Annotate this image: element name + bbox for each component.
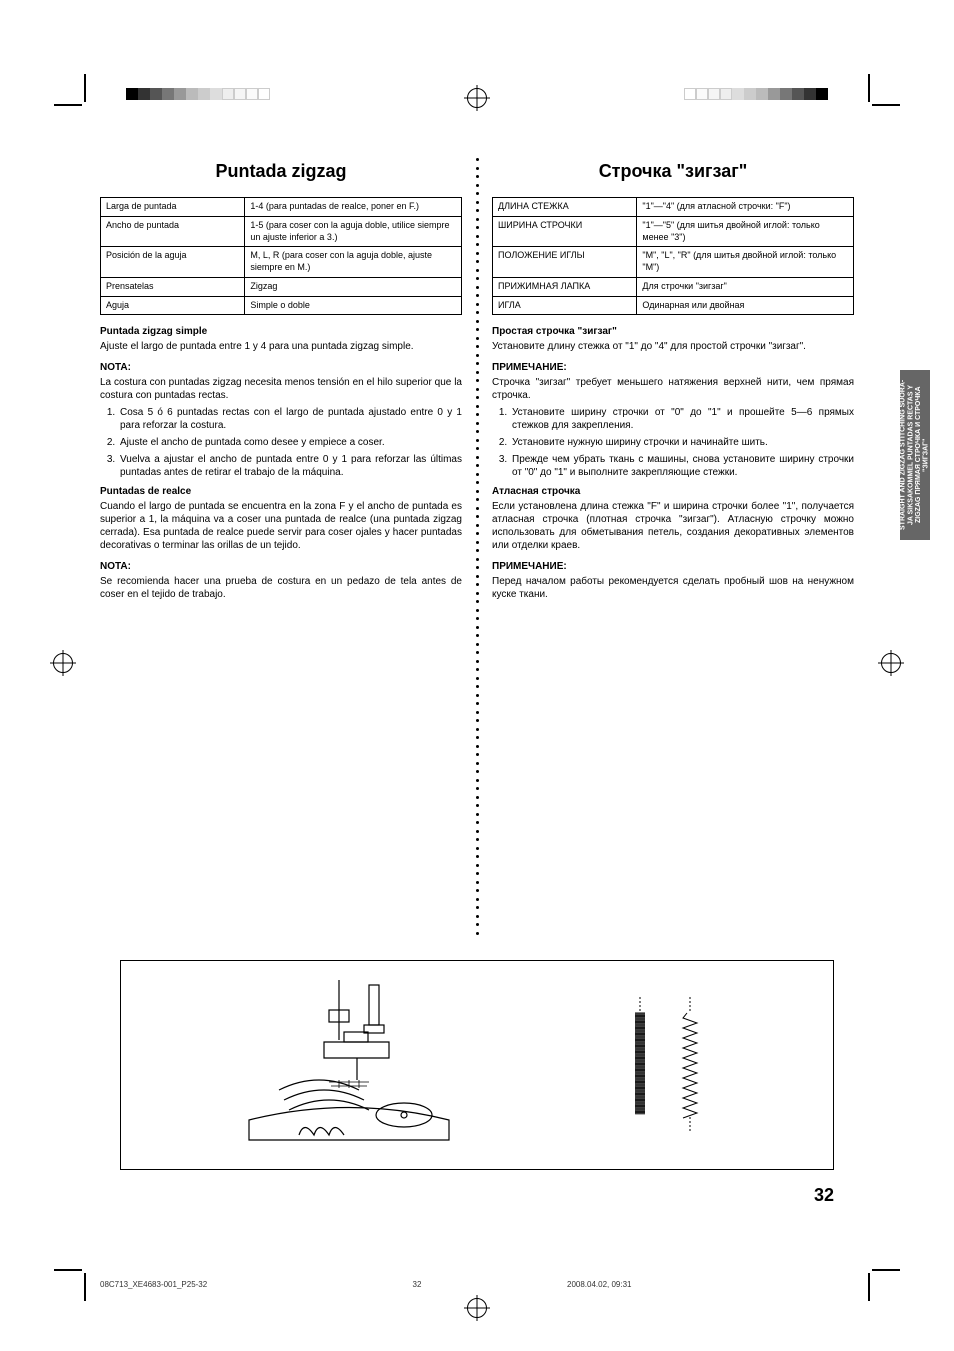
footer-right: 2008.04.02, 09:31 bbox=[447, 1280, 854, 1289]
right-title: Строчка "зигзаг" bbox=[492, 160, 854, 183]
table-cell: Одинарная или двойная bbox=[637, 296, 854, 315]
step-item: Cosa 5 ó 6 puntadas rectas con el largo … bbox=[118, 406, 462, 432]
left-title: Puntada zigzag bbox=[100, 160, 462, 183]
left-sub2: Puntadas de realce bbox=[100, 485, 462, 498]
table-cell: ДЛИНА СТЕЖКА bbox=[493, 198, 637, 217]
right-column: Строчка "зигзаг" ДЛИНА СТЕЖКА"1"—"4" (дл… bbox=[492, 160, 854, 605]
table-cell: "M", "L", "R" (для шитья двойной иглой: … bbox=[637, 247, 854, 277]
table-cell: Ancho de puntada bbox=[101, 217, 245, 247]
table-cell: ШИРИНА СТРОЧКИ bbox=[493, 217, 637, 247]
illustration-box bbox=[120, 960, 834, 1170]
right-note2: Перед началом работы рекомендуется сдела… bbox=[492, 575, 854, 601]
left-column: Puntada zigzag Larga de puntada1-4 (para… bbox=[100, 160, 462, 605]
stitch-samples-illustration bbox=[605, 985, 725, 1145]
right-steps: Установите ширину строчки от "0" до "1" … bbox=[492, 406, 854, 479]
table-cell: "1"—"4" (для атласной строчки: "F") bbox=[637, 198, 854, 217]
step-item: Vuelva a ajustar el ancho de puntada ent… bbox=[118, 453, 462, 479]
table-cell: ИГЛА bbox=[493, 296, 637, 315]
table-cell: ПРИЖИМНАЯ ЛАПКА bbox=[493, 277, 637, 296]
step-item: Установите нужную ширину строчки и начин… bbox=[510, 436, 854, 449]
right-p2: Если установлена длина стежка "F" и шири… bbox=[492, 500, 854, 552]
table-cell: Zigzag bbox=[245, 277, 462, 296]
left-noteh1: NOTA: bbox=[100, 361, 462, 374]
step-item: Прежде чем убрать ткань с машины, снова … bbox=[510, 453, 854, 479]
right-table: ДЛИНА СТЕЖКА"1"—"4" (для атласной строчк… bbox=[492, 197, 854, 315]
dotted-divider bbox=[476, 158, 478, 940]
left-note1: La costura con puntadas zigzag necesita … bbox=[100, 376, 462, 402]
right-sub2: Атласная строчка bbox=[492, 485, 854, 498]
side-tab: STRAIGHT AND ZIGZAG STITCHING SUORA- JA … bbox=[900, 370, 930, 540]
right-p1: Установите длину стежка от "1" до "4" дл… bbox=[492, 340, 854, 353]
left-p1: Ajuste el largo de puntada entre 1 y 4 p… bbox=[100, 340, 462, 353]
step-item: Ajuste el ancho de puntada como desee y … bbox=[118, 436, 462, 449]
table-cell: "1"—"5" (для шитья двойной иглой: только… bbox=[637, 217, 854, 247]
left-noteh2: NOTA: bbox=[100, 560, 462, 573]
table-cell: ПОЛОЖЕНИЕ ИГЛЫ bbox=[493, 247, 637, 277]
left-p2: Cuando el largo de puntada se encuentra … bbox=[100, 500, 462, 552]
left-table: Larga de puntada1-4 (para puntadas de re… bbox=[100, 197, 462, 315]
left-sub1: Puntada zigzag simple bbox=[100, 325, 462, 338]
table-cell: Simple o doble bbox=[245, 296, 462, 315]
table-cell: Prensatelas bbox=[101, 277, 245, 296]
table-cell: 1-5 (para coser con la aguja doble, util… bbox=[245, 217, 462, 247]
table-cell: 1-4 (para puntadas de realce, poner en F… bbox=[245, 198, 462, 217]
table-cell: Posición de la aguja bbox=[101, 247, 245, 277]
right-note1: Строчка "зигзаг" требует меньшего натяже… bbox=[492, 376, 854, 402]
footer: 08C713_XE4683-001_P25-32 32 2008.04.02, … bbox=[100, 1280, 854, 1289]
footer-left: 08C713_XE4683-001_P25-32 bbox=[100, 1280, 387, 1289]
left-steps: Cosa 5 ó 6 puntadas rectas con el largo … bbox=[100, 406, 462, 479]
right-noteh2: ПРИМЕЧАНИЕ: bbox=[492, 560, 854, 573]
right-sub1: Простая строчка "зигзаг" bbox=[492, 325, 854, 338]
left-note2: Se recomienda hacer una prueba de costur… bbox=[100, 575, 462, 601]
page-number: 32 bbox=[814, 1185, 834, 1206]
step-item: Установите ширину строчки от "0" до "1" … bbox=[510, 406, 854, 432]
sewing-machine-illustration bbox=[229, 980, 469, 1150]
table-cell: Для строчки "зигзаг" bbox=[637, 277, 854, 296]
table-cell: M, L, R (para coser con la aguja doble, … bbox=[245, 247, 462, 277]
footer-mid: 32 bbox=[387, 1280, 447, 1289]
table-cell: Aguja bbox=[101, 296, 245, 315]
right-noteh1: ПРИМЕЧАНИЕ: bbox=[492, 361, 854, 374]
table-cell: Larga de puntada bbox=[101, 198, 245, 217]
